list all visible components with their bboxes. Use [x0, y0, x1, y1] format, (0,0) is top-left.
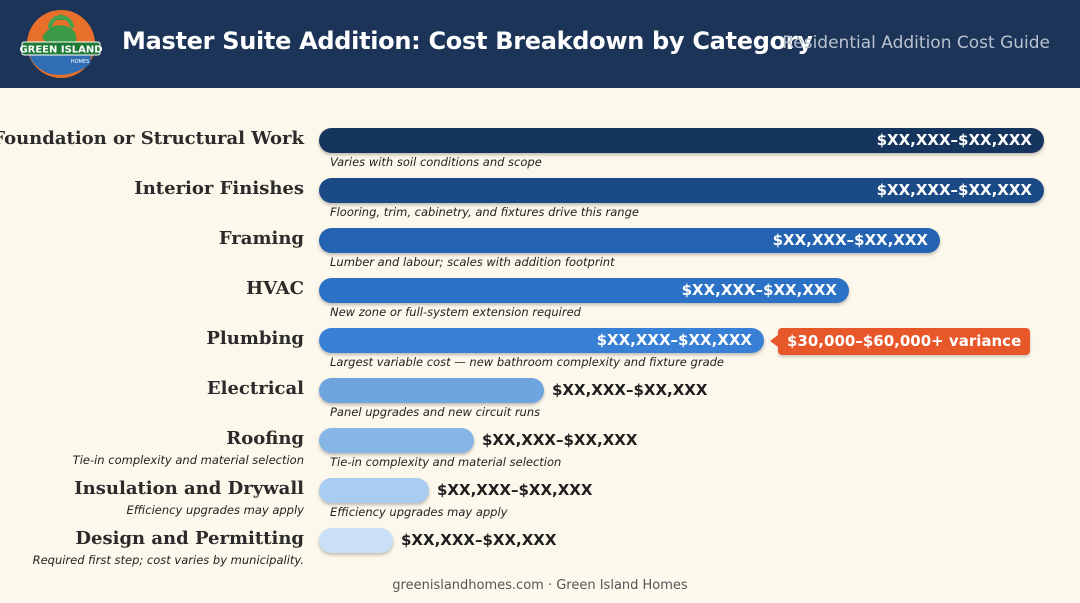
category-label: Foundation or Structural Work — [0, 128, 304, 149]
bar-note: Efficiency upgrades may apply — [330, 505, 508, 519]
category-label: Insulation and Drywall — [74, 478, 304, 499]
bar-note: Lumber and labour; scales with addition … — [330, 255, 615, 269]
bar-value-label: $XX,XXX–$XX,XXX — [482, 431, 638, 449]
variance-callout: $30,000–$60,000+ variance — [770, 328, 1031, 355]
cost-bar — [319, 378, 544, 403]
page-title: Master Suite Addition: Cost Breakdown by… — [122, 27, 813, 55]
cost-bar — [319, 178, 1044, 203]
bar-value-label: $XX,XXX–$XX,XXX — [437, 481, 593, 499]
bar-value-label: $XX,XXX–$XX,XXX — [876, 131, 1032, 149]
chart-row: Design and Permitting Required first step… — [0, 528, 1080, 578]
bar-value-label: $XX,XXX–$XX,XXX — [681, 281, 837, 299]
category-label: Electrical — [206, 378, 304, 399]
category-sublabel: Required first step; cost varies by muni… — [32, 553, 304, 567]
chart-row: Interior Finishes $XX,XXX–$XX,XXX Flooring… — [0, 178, 1080, 228]
bar-note: New zone or full-system extension requir… — [330, 305, 581, 319]
chart-row: Foundation or Structural Work $XX,XXX–$XX… — [0, 128, 1080, 178]
bar-note: Varies with soil conditions and scope — [330, 155, 542, 169]
cost-bar — [319, 428, 474, 453]
bar-note: Flooring, trim, cabinetry, and fixtures … — [330, 205, 639, 219]
footer-credit: greenislandhomes.com · Green Island Home… — [392, 578, 688, 593]
category-label: Framing — [218, 228, 304, 249]
cost-bar — [319, 528, 393, 553]
bar-value-label: $XX,XXX–$XX,XXX — [401, 531, 557, 549]
bar-value-label: $XX,XXX–$XX,XXX — [552, 381, 708, 399]
bar-value-label: $XX,XXX–$XX,XXX — [596, 331, 752, 349]
category-label: Interior Finishes — [134, 178, 304, 199]
cost-bar — [319, 478, 429, 503]
category-label: HVAC — [246, 278, 304, 299]
header-bar: GREEN ISLAND HOMES Master Suite Addition… — [0, 0, 1080, 88]
green-island-logo-icon: GREEN ISLAND HOMES — [20, 10, 102, 78]
logo-small-text: HOMES — [71, 59, 89, 65]
category-label: Design and Permitting — [75, 528, 304, 549]
chart-row: Plumbing $XX,XXX–$XX,XXX Largest variable … — [0, 328, 1080, 378]
category-label: Plumbing — [206, 328, 304, 349]
cost-bar — [319, 228, 940, 253]
chart-row: HVAC $XX,XXX–$XX,XXX New zone or full-syst… — [0, 278, 1080, 328]
cost-bar — [319, 278, 849, 303]
bar-value-label: $XX,XXX–$XX,XXX — [876, 181, 1032, 199]
bar-note: Panel upgrades and new circuit runs — [330, 405, 541, 419]
cost-bar — [319, 328, 764, 353]
chart-row: Roofing Tie-in complexity and material se… — [0, 428, 1080, 478]
logo-text: GREEN ISLAND — [20, 45, 102, 56]
bar-value-label: $XX,XXX–$XX,XXX — [772, 231, 928, 249]
chart-row: Insulation and Drywall Efficiency upgrade… — [0, 478, 1080, 528]
category-sublabel: Tie-in complexity and material selection — [72, 453, 304, 467]
page-subtitle: Residential Addition Cost Guide — [782, 33, 1050, 53]
bar-note: Tie-in complexity and material selection — [330, 455, 562, 469]
bar-note: Largest variable cost — new bathroom com… — [330, 355, 724, 369]
chart-row: Electrical $XX,XXX–$XX,XXX Panel upgrades … — [0, 378, 1080, 428]
category-label: Roofing — [226, 428, 304, 449]
cost-bar — [319, 128, 1044, 153]
callout-arrow-icon — [770, 335, 778, 347]
callout-text: $30,000–$60,000+ variance — [787, 332, 1022, 350]
chart-row: Framing $XX,XXX–$XX,XXX Lumber and labour;… — [0, 228, 1080, 278]
category-sublabel: Efficiency upgrades may apply — [126, 503, 304, 517]
